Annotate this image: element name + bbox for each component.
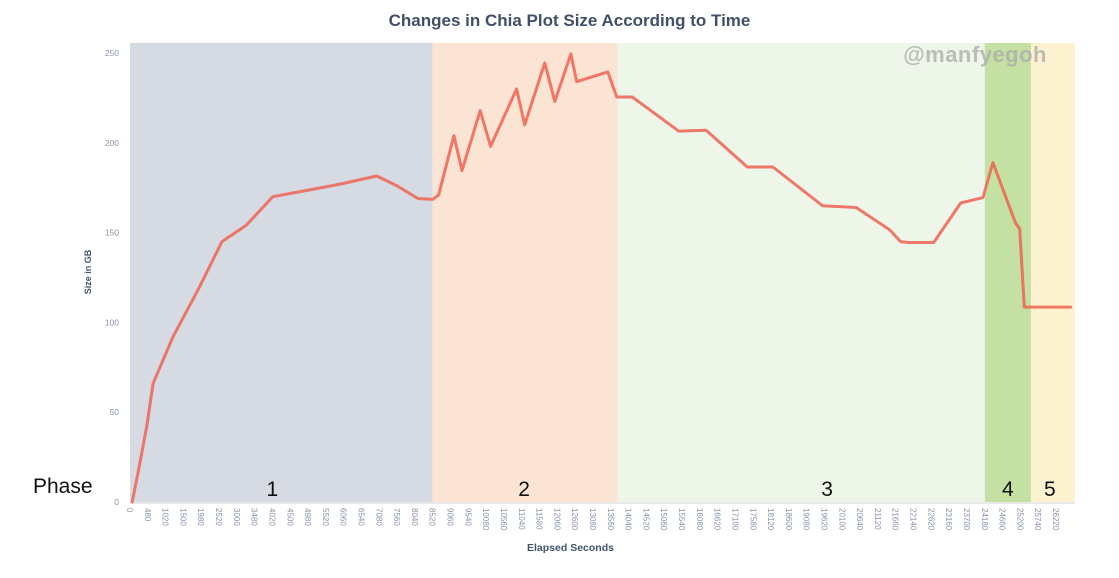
x-tick-label: 1020 — [161, 508, 170, 526]
x-tick-label: 17580 — [748, 508, 757, 531]
phase-band-5 — [1030, 43, 1075, 502]
x-tick-label: 11580 — [535, 508, 544, 530]
x-tick-label: 8520 — [428, 508, 437, 526]
x-tick-label: 14040 — [624, 508, 633, 531]
phase-band-4 — [984, 43, 1031, 502]
x-tick-label: 22140 — [909, 508, 918, 531]
x-tick-label: 10560 — [499, 508, 508, 531]
x-tick-label: 14520 — [641, 508, 650, 531]
phase-band-1 — [130, 43, 433, 502]
phase-number-5: 5 — [1044, 478, 1056, 501]
y-tick-label: 0 — [114, 497, 119, 507]
x-tick-label: 13080 — [588, 508, 597, 531]
x-tick-label: 12060 — [552, 508, 561, 531]
x-tick-label: 24660 — [998, 508, 1007, 531]
x-tick-label: 4020 — [268, 508, 277, 526]
x-tick-label: 7080 — [374, 508, 383, 526]
x-tick-label: 25740 — [1033, 508, 1042, 531]
x-tick-label: 480 — [143, 508, 152, 522]
phase-number-1: 1 — [267, 478, 279, 501]
x-tick-label: 23700 — [962, 508, 971, 531]
y-axis-title: Size in GB — [83, 249, 93, 295]
phase-band-2 — [432, 43, 618, 502]
x-tick-label: 9540 — [463, 508, 472, 526]
x-axis-title: Elapsed Seconds — [527, 542, 614, 554]
x-tick-label: 4980 — [303, 508, 312, 526]
x-tick-label: 25200 — [1015, 508, 1024, 531]
x-tick-label: 15060 — [659, 508, 668, 531]
phase-number-3: 3 — [821, 478, 833, 501]
x-tick-label: 16620 — [713, 508, 722, 531]
x-tick-label: 24180 — [980, 508, 989, 531]
x-tick-label: 18600 — [784, 508, 793, 531]
x-tick-label: 22620 — [926, 508, 935, 531]
x-tick-label: 12600 — [570, 508, 579, 531]
x-tick-label: 5520 — [321, 508, 330, 526]
watermark-text: @manfyegoh — [903, 42, 1047, 67]
x-tick-label: 1500 — [178, 508, 187, 526]
phase-number-2: 2 — [518, 478, 530, 501]
y-tick-label: 50 — [110, 407, 120, 417]
x-tick-label: 17100 — [731, 508, 740, 531]
x-tick-label: 0 — [125, 508, 134, 513]
x-tick-label: 9060 — [446, 508, 455, 526]
x-tick-label: 3480 — [250, 508, 259, 526]
x-tick-label: 7560 — [392, 508, 401, 526]
y-tick-label: 250 — [105, 48, 119, 58]
x-tick-label: 21660 — [891, 508, 900, 531]
x-tick-label: 15540 — [677, 508, 686, 531]
x-tick-label: 20100 — [837, 508, 846, 531]
phase-number-4: 4 — [1002, 478, 1014, 501]
x-tick-label: 13560 — [606, 508, 615, 531]
x-tick-label: 8040 — [410, 508, 419, 526]
x-tick-label: 1980 — [196, 508, 205, 526]
x-tick-label: 23160 — [944, 508, 953, 531]
x-tick-label: 2520 — [214, 508, 223, 526]
y-tick-label: 200 — [105, 138, 119, 148]
x-tick-label: 19080 — [802, 508, 811, 531]
x-tick-label: 11040 — [517, 508, 526, 530]
series-line — [130, 52, 1073, 504]
phase-band-3 — [617, 43, 985, 502]
y-tick-label: 150 — [105, 228, 119, 238]
x-tick-label: 19620 — [820, 508, 829, 531]
x-tick-label: 20640 — [855, 508, 864, 531]
x-tick-label: 21120 — [873, 508, 882, 530]
phase-row-label: Phase — [33, 475, 93, 498]
chart-title: Changes in Chia Plot Size According to T… — [388, 11, 751, 30]
x-tick-label: 18120 — [766, 508, 775, 531]
x-tick-label: 6060 — [339, 508, 348, 526]
x-tick-label: 10080 — [481, 508, 490, 531]
x-tick-label: 16080 — [695, 508, 704, 531]
y-tick-label: 100 — [105, 317, 119, 327]
x-tick-label: 3000 — [232, 508, 241, 526]
x-tick-label: 26220 — [1051, 508, 1060, 531]
x-tick-label: 4500 — [285, 508, 294, 526]
x-tick-label: 6540 — [357, 508, 366, 526]
